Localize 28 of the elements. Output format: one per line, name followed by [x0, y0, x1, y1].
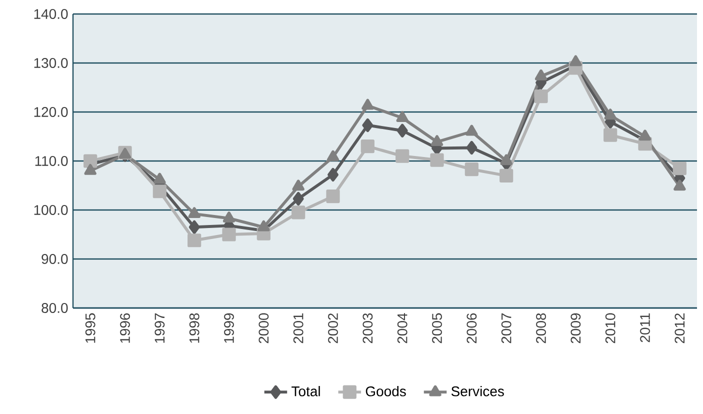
- y-tick-label: 110.0: [35, 156, 68, 166]
- x-tick-label: 2000: [258, 313, 269, 344]
- legend-label: Total: [292, 386, 320, 396]
- x-tick-label: 2011: [640, 313, 650, 342]
- legend-label: Goods: [366, 386, 406, 396]
- x-tick-label: 2002: [328, 313, 338, 344]
- y-tick-label: 100.0: [34, 205, 68, 215]
- legend-label: Services: [451, 386, 504, 396]
- y-tick-label: 120.0: [34, 107, 68, 117]
- x-tick-label: 2004: [397, 313, 408, 344]
- y-tick-label: 90.0: [42, 254, 68, 264]
- x-tick-label: 2007: [501, 313, 512, 344]
- x-tick-label: 1999: [224, 313, 234, 343]
- x-tick-label: 1998: [189, 313, 200, 343]
- x-tick-label: 1996: [120, 313, 130, 343]
- y-tick-label: 140.0: [34, 9, 68, 19]
- x-tick-label: 1995: [85, 313, 96, 343]
- x-tick-label: 2010: [605, 313, 616, 344]
- x-tick-label: 2003: [362, 313, 373, 344]
- x-tick-label: 2008: [536, 313, 546, 344]
- x-tick-label: 1997: [154, 313, 165, 343]
- x-tick-label: 2009: [570, 313, 581, 344]
- x-tick-label: 2012: [674, 313, 685, 344]
- x-tick-label: 2001: [293, 313, 304, 344]
- y-tick-label: 130.0: [34, 58, 68, 68]
- y-tick-label: 80.0: [42, 303, 68, 313]
- x-tick-label: 2005: [432, 313, 442, 344]
- x-tick-label: 2006: [466, 313, 477, 344]
